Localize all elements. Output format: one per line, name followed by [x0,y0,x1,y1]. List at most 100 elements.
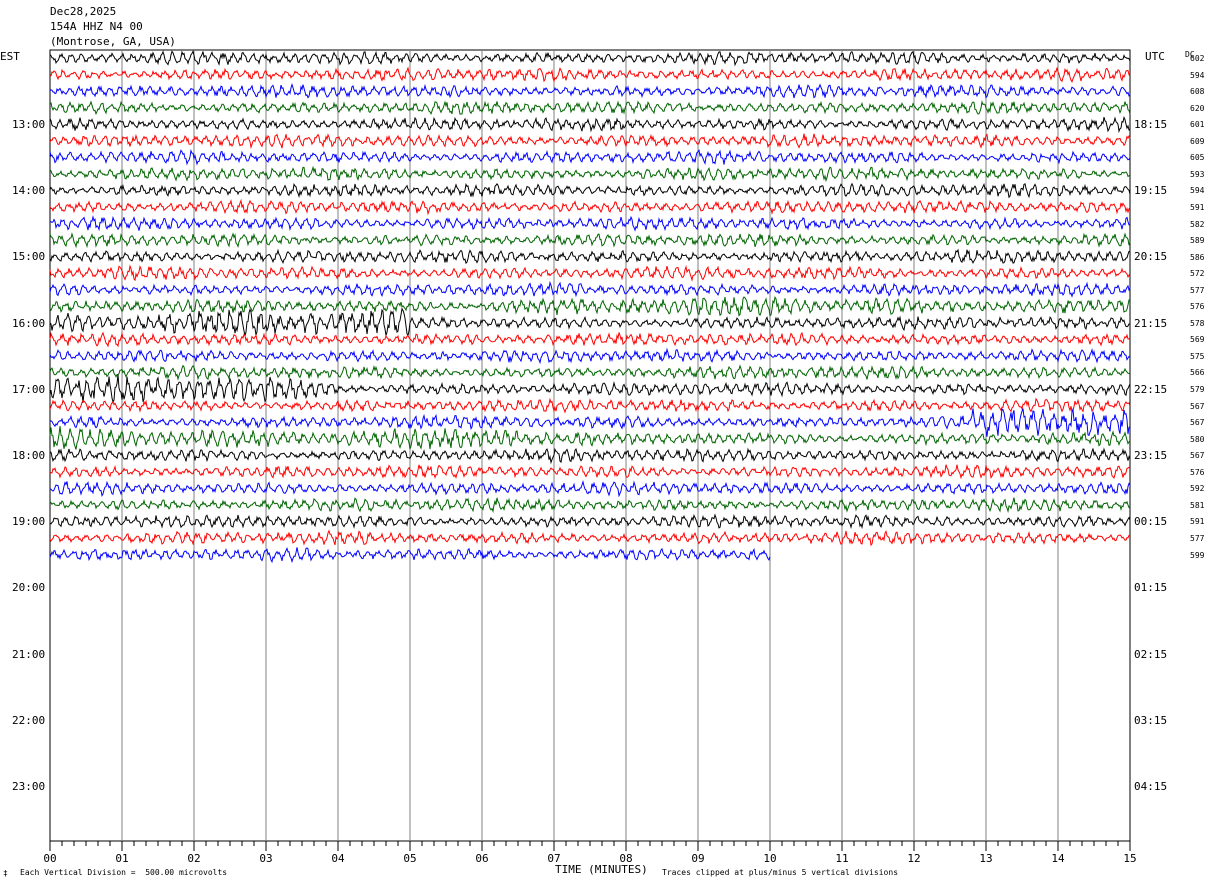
trace-28 [49,513,1131,530]
trace-30 [49,546,771,564]
x-tick-label: 00 [43,852,57,865]
dc-offset-label: 566 [1190,368,1205,378]
x-tick-label: 07 [547,852,561,865]
dc-offset-label: 567 [1190,418,1205,428]
right-hour-label: 23:15 [1134,449,1168,462]
corner-mark: ‡ [3,869,8,878]
clip-note: Traces clipped at plus/minus 5 vertical … [662,868,899,877]
dc-offset-label: 601 [1190,120,1205,130]
trace-8 [49,182,1131,199]
dc-offset-label: 577 [1190,285,1205,295]
right-hour-label: 01:15 [1134,581,1168,595]
dc-offset-label: 580 [1190,434,1205,444]
dc-offset-label: 591 [1190,202,1205,212]
trace-12 [49,248,1131,265]
right-hour-label: 04:15 [1134,780,1168,793]
trace-15 [49,295,1131,317]
trace-25 [49,464,1131,480]
dc-offset-label: 602 [1190,54,1205,63]
dc-offset-label: 582 [1190,219,1205,229]
right-hour-label: 22:15 [1134,382,1168,396]
trace-21 [49,397,1131,414]
plot-frame [49,49,1131,842]
trace-5 [49,133,1131,150]
trace-13 [49,264,1131,282]
trace-29 [49,529,1131,547]
dc-offset-label: 567 [1190,401,1205,411]
dc-offset-label: 591 [1190,517,1205,527]
x-tick-label: 03 [259,852,273,865]
x-tick-label: 11 [835,852,849,865]
x-tick-label: 08 [619,852,633,865]
trace-6 [49,148,1131,166]
trace-23 [49,426,1131,450]
dc-offset-label: 581 [1190,500,1205,510]
header-location: (Montrose, GA, USA) [50,35,176,48]
dc-offset-label: 605 [1190,153,1205,163]
left-hour-label: 22:00 [12,713,46,727]
dc-offset-label: 609 [1190,136,1205,146]
right-hour-label: 21:15 [1134,316,1168,330]
trace-1 [49,66,1131,83]
dc-offset-label: 567 [1190,451,1205,461]
x-tick-label: 14 [1051,852,1065,865]
left-hour-label: 21:00 [12,647,46,661]
left-hour-label: 15:00 [12,250,46,264]
right-timezone-label: UTC [1145,50,1165,63]
trace-0 [49,50,1131,67]
dc-label: DC [1185,50,1195,59]
left-hour-label: 16:00 [12,316,46,330]
trace-7 [49,165,1131,183]
dc-offset-label: 592 [1190,484,1205,494]
right-hour-label: 00:15 [1134,515,1168,529]
header-station: 154A HHZ N4 00 [50,20,143,33]
trace-4 [49,115,1131,134]
right-hour-label: 18:15 [1134,118,1168,131]
trace-11 [49,232,1131,249]
dc-offset-label: 620 [1190,103,1205,113]
dc-offset-label: 575 [1190,351,1205,361]
trace-19 [49,364,1131,381]
dc-offset-label: 576 [1190,467,1205,477]
trace-24 [50,447,1131,465]
x-axis-label: TIME (MINUTES) [555,863,648,876]
trace-26 [49,479,1131,498]
right-hour-label: 20:15 [1134,250,1168,264]
trace-22 [49,407,1131,437]
trace-16 [49,307,1131,338]
left-hour-label: 19:00 [12,515,46,529]
dc-offset-label: 599 [1190,550,1205,560]
left-hour-label: 23:00 [12,780,46,793]
header-date: Dec28,2025 [50,5,117,18]
trace-10 [49,215,1131,232]
left-hour-label: 13:00 [12,118,46,131]
left-hour-label: 17:00 [12,382,46,396]
left-timezone-label: EST [0,50,20,63]
dc-offset-label: 572 [1190,269,1205,279]
dc-offset-label: 594 [1190,70,1205,80]
trace-20 [49,374,1131,404]
trace-9 [49,198,1131,216]
trace-18 [49,347,1131,365]
right-hour-label: 19:15 [1134,184,1168,198]
division-note: Each Vertical Division = 500.00 microvol… [20,868,228,877]
dc-offset-label: 586 [1190,252,1205,262]
x-tick-label: 02 [187,852,201,865]
dc-offset-label: 576 [1190,302,1205,312]
x-tick-label: 13 [979,852,993,865]
dc-offset-label: 608 [1190,87,1205,97]
trace-17 [49,331,1131,348]
left-hour-label: 20:00 [12,581,46,595]
left-hour-label: 14:00 [12,184,46,198]
x-tick-label: 09 [691,852,705,865]
x-tick-label: 05 [403,852,417,865]
dc-offset-label: 594 [1190,186,1205,196]
trace-14 [49,280,1131,298]
trace-27 [49,497,1131,514]
dc-offset-label: 579 [1190,385,1205,394]
right-hour-label: 03:15 [1134,713,1168,727]
dc-offset-label: 589 [1190,236,1205,246]
trace-3 [49,100,1131,116]
dc-offset-label: 569 [1190,335,1205,345]
